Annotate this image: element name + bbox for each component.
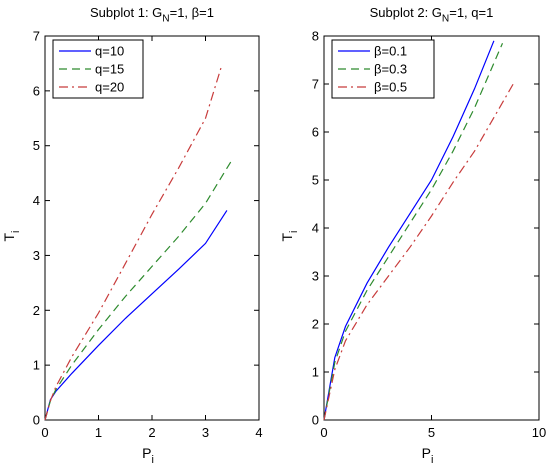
y-axis-label-sub: i: [288, 231, 300, 233]
y-tick-label: 3: [33, 248, 40, 263]
subplot-2-title: Subplot 2: GN=1, q=1: [370, 5, 494, 25]
x-tick-label: 1: [95, 425, 102, 440]
x-tick-label: 4: [255, 425, 262, 440]
y-tick-label: 4: [33, 193, 40, 208]
subplot-1: Subplot 1: GN=1, β=10 1 2 3 401234567PiTiq=1…: [1, 5, 263, 466]
y-tick-label: 6: [33, 83, 40, 98]
y-axis-label: Ti: [279, 231, 300, 242]
y-axis-label-main: T: [279, 233, 295, 242]
y-tick-label: 5: [33, 138, 40, 153]
legend-label: β=0.5: [374, 80, 407, 95]
subplot-2-title-main: Subplot 2: G: [370, 5, 442, 20]
x-axis-label-main: P: [142, 445, 151, 461]
y-axis-label-main: T: [1, 233, 17, 242]
series-line-q=15: [44, 159, 233, 421]
subplot-2-title-sub: N: [442, 14, 449, 25]
subplot-2-title-post: =1, q=1: [449, 5, 493, 20]
x-tick-label: 0: [41, 425, 48, 440]
subplot-1-title-post: =1, β=1: [170, 5, 214, 20]
legend: β=0.1 β=0.3 β=0.5: [331, 39, 435, 99]
x-tick-label: 0: [320, 425, 327, 440]
y-tick-label: 8: [312, 29, 319, 44]
series-line-β=0.5: [323, 83, 514, 421]
y-tick-label: 5: [312, 173, 319, 188]
y-tick-label: 6: [312, 125, 319, 140]
y-tick-label: 0: [312, 413, 319, 428]
series-line-q=10: [44, 210, 228, 421]
legend-label: q=20: [95, 80, 124, 95]
x-tick-label: 10: [532, 425, 546, 440]
x-axis-label-sub: i: [151, 454, 153, 466]
subplot-1-title-main: Subplot 1: G: [90, 5, 162, 20]
y-tick-label: 7: [312, 77, 319, 92]
series-line-β=0.1: [323, 40, 495, 421]
legend-label: q=10: [95, 44, 124, 59]
legend-box: [331, 39, 435, 99]
legend-label: β=0.3: [374, 62, 407, 77]
x-axis-label: Pi: [422, 445, 434, 466]
legend-label: β=0.1: [374, 44, 407, 59]
legend: q=10 q=15 q=20: [52, 39, 144, 99]
x-tick-label: 5: [428, 425, 435, 440]
y-tick-label: 2: [312, 317, 319, 332]
x-tick-label: 2: [148, 425, 155, 440]
y-axis-label-sub: i: [10, 231, 22, 233]
x-axis-label-sub: i: [431, 454, 433, 466]
y-tick-label: 0: [33, 413, 40, 428]
x-axis-label: Pi: [142, 445, 154, 466]
subplot-1-title-sub: N: [162, 14, 169, 25]
subplot-1-title: Subplot 1: GN=1, β=1: [90, 5, 214, 25]
y-tick-label: 3: [312, 269, 319, 284]
series-line-β=0.3: [323, 42, 504, 421]
y-axis-label: Ti: [1, 231, 22, 242]
y-tick-label: 2: [33, 303, 40, 318]
y-tick-label: 4: [312, 221, 319, 236]
legend-label: q=15: [95, 62, 124, 77]
series-line-q=20: [44, 66, 223, 421]
subplot-2: Subplot 2: GN=1, q=10 5 10012345678PiTiβ=0…: [279, 5, 546, 466]
x-axis-label-main: P: [422, 445, 431, 461]
y-tick-label: 1: [33, 358, 40, 373]
legend-box: [52, 39, 144, 99]
y-tick-label: 7: [33, 29, 40, 44]
x-tick-label: 3: [202, 425, 209, 440]
y-tick-label: 1: [312, 365, 319, 380]
